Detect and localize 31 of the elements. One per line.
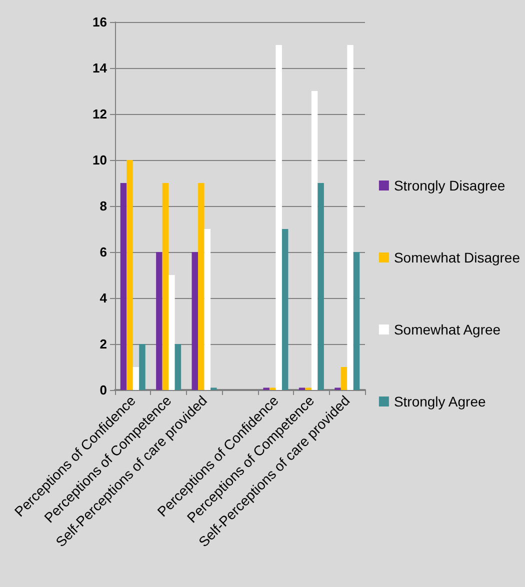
bar bbox=[204, 229, 211, 390]
bar bbox=[192, 252, 198, 390]
y-tick-label: 10 bbox=[92, 152, 107, 168]
bar bbox=[311, 91, 318, 390]
bar bbox=[174, 344, 182, 390]
legend-label: Strongly Agree bbox=[394, 394, 486, 410]
legend-label: Somewhat Agree bbox=[394, 322, 501, 338]
bar bbox=[353, 252, 360, 390]
bar bbox=[276, 45, 282, 390]
y-tick-label: 12 bbox=[92, 106, 107, 122]
bar bbox=[120, 183, 127, 390]
bar bbox=[318, 183, 324, 390]
legend-label: Somewhat Disagree bbox=[394, 250, 520, 266]
y-tick-label: 8 bbox=[100, 198, 107, 214]
bar bbox=[347, 45, 354, 390]
bar bbox=[139, 344, 146, 390]
bar bbox=[132, 367, 140, 390]
y-tick-label: 0 bbox=[100, 382, 107, 398]
bar bbox=[282, 229, 288, 390]
y-tick-label: 2 bbox=[100, 336, 107, 352]
bar bbox=[126, 160, 133, 390]
y-tick-label: 16 bbox=[92, 14, 107, 30]
y-tick-label: 14 bbox=[92, 60, 108, 76]
bar bbox=[340, 367, 348, 390]
y-tick-label: 4 bbox=[100, 290, 108, 306]
bar bbox=[156, 252, 162, 390]
y-tick-label: 6 bbox=[100, 244, 107, 260]
bar bbox=[162, 183, 169, 390]
legend-label: Strongly Disagree bbox=[394, 178, 506, 194]
bar bbox=[168, 275, 175, 390]
bar bbox=[198, 183, 204, 390]
